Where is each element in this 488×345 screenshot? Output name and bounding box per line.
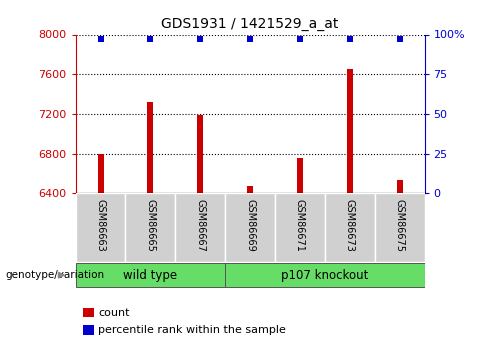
Text: GSM86663: GSM86663 <box>96 199 105 252</box>
Text: GSM86669: GSM86669 <box>245 199 255 252</box>
Bar <box>375 193 425 262</box>
Bar <box>82 325 94 335</box>
Bar <box>225 264 425 287</box>
Text: genotype/variation: genotype/variation <box>5 270 104 280</box>
Bar <box>175 193 225 262</box>
Text: count: count <box>98 308 130 317</box>
Bar <box>125 193 175 262</box>
Text: GSM86673: GSM86673 <box>345 199 355 252</box>
Bar <box>82 308 94 317</box>
Text: percentile rank within the sample: percentile rank within the sample <box>98 325 286 335</box>
Bar <box>325 193 375 262</box>
Bar <box>147 102 153 193</box>
Bar <box>397 180 403 193</box>
Bar <box>297 158 303 193</box>
Text: GSM86671: GSM86671 <box>295 199 305 252</box>
Bar <box>76 193 125 262</box>
Text: GSM86665: GSM86665 <box>145 199 155 252</box>
Text: GSM86667: GSM86667 <box>195 199 205 252</box>
Text: p107 knockout: p107 knockout <box>281 269 368 282</box>
Text: GSM86675: GSM86675 <box>395 199 405 252</box>
Bar <box>247 186 253 193</box>
Title: GDS1931 / 1421529_a_at: GDS1931 / 1421529_a_at <box>162 17 339 31</box>
Bar <box>347 69 353 193</box>
Bar <box>225 193 275 262</box>
Bar <box>275 193 325 262</box>
Bar <box>197 115 203 193</box>
Bar <box>76 264 225 287</box>
Bar <box>98 154 103 193</box>
Text: wild type: wild type <box>123 269 178 282</box>
